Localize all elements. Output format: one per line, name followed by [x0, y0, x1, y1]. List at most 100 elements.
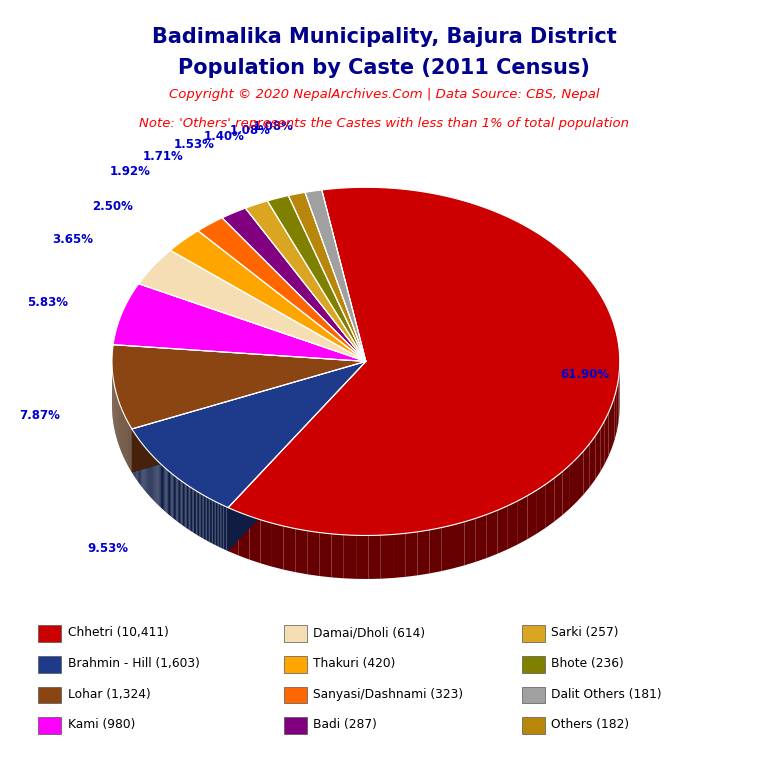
Polygon shape [508, 501, 518, 549]
Polygon shape [260, 520, 272, 567]
Polygon shape [381, 535, 393, 578]
Text: 1.53%: 1.53% [174, 138, 214, 151]
Polygon shape [216, 502, 217, 546]
Polygon shape [132, 362, 366, 472]
Polygon shape [159, 462, 160, 506]
Polygon shape [169, 472, 170, 516]
Polygon shape [453, 521, 465, 568]
Text: Thakuri (420): Thakuri (420) [313, 657, 396, 670]
Polygon shape [200, 494, 202, 538]
Polygon shape [192, 488, 194, 533]
Polygon shape [214, 501, 216, 545]
Polygon shape [570, 458, 577, 508]
Polygon shape [307, 531, 319, 576]
Polygon shape [344, 535, 356, 579]
Polygon shape [219, 503, 220, 548]
Polygon shape [546, 478, 554, 528]
Polygon shape [177, 478, 179, 523]
Polygon shape [165, 468, 167, 513]
Polygon shape [267, 196, 366, 362]
Polygon shape [356, 535, 369, 579]
Polygon shape [154, 458, 155, 502]
Polygon shape [197, 491, 198, 535]
Polygon shape [162, 465, 163, 510]
Polygon shape [487, 510, 498, 558]
Polygon shape [135, 434, 136, 478]
Polygon shape [418, 530, 429, 575]
Polygon shape [184, 483, 185, 528]
Polygon shape [222, 505, 223, 549]
Polygon shape [406, 531, 418, 577]
Polygon shape [305, 190, 366, 362]
Text: Lohar (1,324): Lohar (1,324) [68, 688, 151, 700]
Polygon shape [188, 485, 190, 530]
Polygon shape [612, 396, 614, 448]
Text: Others (182): Others (182) [551, 719, 630, 731]
Polygon shape [228, 187, 620, 535]
Polygon shape [369, 535, 381, 579]
Polygon shape [595, 429, 601, 479]
Text: Sanyasi/Dashnami (323): Sanyasi/Dashnami (323) [313, 688, 463, 700]
Polygon shape [528, 490, 537, 539]
Polygon shape [228, 508, 239, 555]
Polygon shape [191, 488, 192, 532]
Polygon shape [614, 388, 617, 439]
Text: Copyright © 2020 NepalArchives.Com | Data Source: CBS, Nepal: Copyright © 2020 NepalArchives.Com | Dat… [169, 88, 599, 101]
Polygon shape [113, 283, 366, 362]
Polygon shape [518, 495, 528, 545]
Text: Population by Caste (2011 Census): Population by Caste (2011 Census) [178, 58, 590, 78]
Polygon shape [170, 230, 366, 362]
Polygon shape [222, 208, 366, 362]
Polygon shape [429, 528, 442, 574]
Polygon shape [139, 439, 140, 485]
Polygon shape [250, 516, 260, 563]
Polygon shape [140, 441, 141, 485]
Polygon shape [198, 492, 200, 536]
Text: Damai/Dholi (614): Damai/Dholi (614) [313, 627, 425, 639]
Polygon shape [164, 467, 165, 511]
Polygon shape [139, 250, 366, 362]
Polygon shape [601, 420, 604, 472]
Text: 3.65%: 3.65% [52, 233, 94, 247]
Polygon shape [132, 362, 366, 472]
Text: 5.83%: 5.83% [27, 296, 68, 310]
Polygon shape [145, 448, 146, 492]
Text: Sarki (257): Sarki (257) [551, 627, 619, 639]
Polygon shape [223, 505, 225, 550]
Text: 1.40%: 1.40% [204, 130, 244, 143]
Text: 7.87%: 7.87% [18, 409, 60, 422]
Polygon shape [577, 451, 584, 502]
Polygon shape [609, 404, 612, 455]
Polygon shape [283, 526, 295, 572]
Text: 1.08%: 1.08% [230, 124, 270, 137]
Polygon shape [228, 362, 366, 551]
Polygon shape [195, 490, 197, 535]
Polygon shape [138, 439, 139, 483]
Polygon shape [194, 489, 195, 534]
Text: 2.50%: 2.50% [91, 200, 133, 213]
Text: Kami (980): Kami (980) [68, 719, 135, 731]
Polygon shape [220, 504, 222, 548]
Text: Badi (287): Badi (287) [313, 719, 377, 731]
Text: Badimalika Municipality, Bajura District: Badimalika Municipality, Bajura District [151, 27, 617, 47]
Polygon shape [332, 534, 344, 578]
Polygon shape [160, 463, 161, 508]
Polygon shape [475, 515, 487, 562]
Polygon shape [272, 523, 283, 570]
Polygon shape [148, 451, 149, 495]
Polygon shape [137, 437, 138, 482]
Polygon shape [143, 444, 144, 489]
Polygon shape [246, 201, 366, 362]
Polygon shape [185, 484, 187, 528]
Polygon shape [173, 475, 174, 518]
Text: Note: 'Others' represents the Castes with less than 1% of total population: Note: 'Others' represents the Castes wit… [139, 117, 629, 130]
Polygon shape [228, 362, 366, 551]
Polygon shape [210, 498, 211, 543]
Polygon shape [155, 458, 157, 503]
Polygon shape [584, 443, 590, 495]
Polygon shape [170, 472, 171, 517]
Text: 9.53%: 9.53% [88, 542, 128, 555]
Polygon shape [205, 496, 207, 541]
Text: 1.92%: 1.92% [110, 165, 151, 178]
Polygon shape [180, 480, 181, 525]
